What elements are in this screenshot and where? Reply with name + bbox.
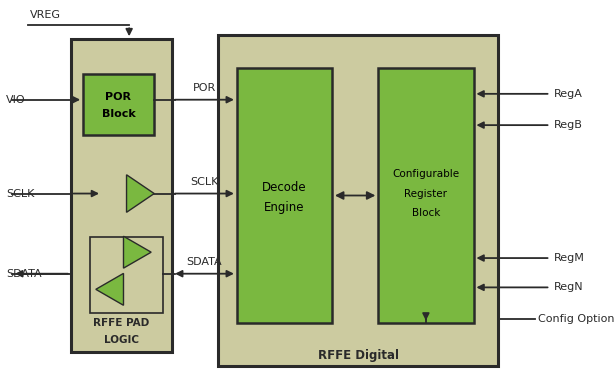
Text: Block: Block — [411, 208, 440, 218]
Bar — [378, 68, 474, 323]
Text: VREG: VREG — [30, 9, 60, 20]
Text: Config Options: Config Options — [538, 314, 615, 324]
Text: POR: POR — [105, 92, 132, 102]
Text: RegM: RegM — [554, 253, 584, 263]
Bar — [71, 39, 172, 352]
Polygon shape — [124, 236, 151, 268]
Text: LOGIC: LOGIC — [104, 335, 139, 345]
Polygon shape — [127, 175, 154, 212]
Bar — [90, 237, 164, 313]
Text: SCLK: SCLK — [190, 176, 219, 187]
Text: SDATA: SDATA — [187, 256, 222, 267]
Text: Configurable: Configurable — [392, 169, 459, 179]
Text: RegA: RegA — [554, 89, 582, 99]
Text: RFFE PAD: RFFE PAD — [93, 317, 149, 328]
Polygon shape — [96, 273, 124, 305]
Text: POR: POR — [193, 83, 216, 93]
Text: SCLK: SCLK — [6, 188, 34, 199]
Text: SDATA: SDATA — [6, 269, 42, 279]
Text: RegB: RegB — [554, 120, 582, 130]
Bar — [218, 35, 498, 366]
Text: Decode: Decode — [262, 181, 307, 194]
Bar — [83, 74, 154, 135]
Text: Engine: Engine — [264, 201, 304, 214]
Text: Register: Register — [405, 188, 447, 199]
Text: RFFE Digital: RFFE Digital — [318, 349, 399, 362]
Text: RegN: RegN — [554, 282, 583, 292]
Bar — [237, 68, 332, 323]
Text: Block: Block — [101, 109, 135, 119]
Text: VIO: VIO — [6, 95, 26, 105]
